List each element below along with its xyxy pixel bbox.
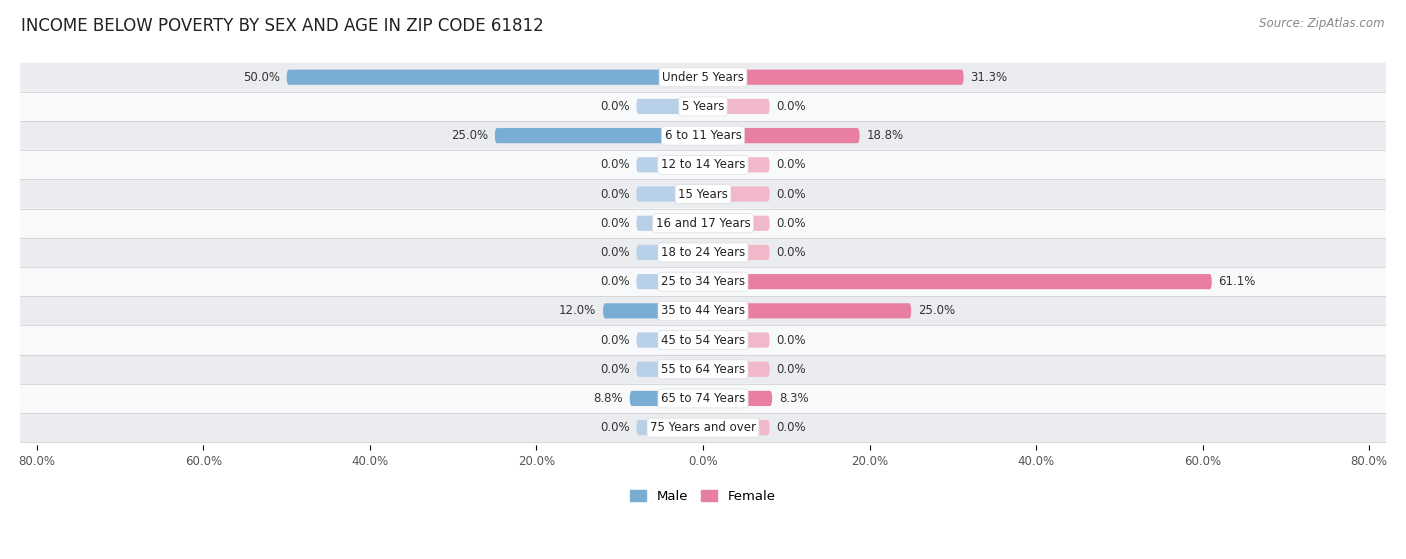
Text: 25.0%: 25.0% xyxy=(918,304,955,318)
FancyBboxPatch shape xyxy=(637,362,703,377)
FancyBboxPatch shape xyxy=(703,216,769,231)
Text: 75 Years and over: 75 Years and over xyxy=(650,421,756,434)
FancyBboxPatch shape xyxy=(20,63,1386,92)
Text: 0.0%: 0.0% xyxy=(600,246,630,259)
Text: 0.0%: 0.0% xyxy=(776,187,806,201)
Text: 0.0%: 0.0% xyxy=(600,363,630,376)
FancyBboxPatch shape xyxy=(703,303,911,319)
Text: 0.0%: 0.0% xyxy=(776,100,806,113)
FancyBboxPatch shape xyxy=(703,157,769,172)
FancyBboxPatch shape xyxy=(20,150,1386,179)
Text: 16 and 17 Years: 16 and 17 Years xyxy=(655,217,751,230)
Text: 31.3%: 31.3% xyxy=(970,71,1008,84)
FancyBboxPatch shape xyxy=(703,70,963,85)
FancyBboxPatch shape xyxy=(637,333,703,348)
FancyBboxPatch shape xyxy=(703,99,769,114)
FancyBboxPatch shape xyxy=(703,274,1212,289)
Text: Under 5 Years: Under 5 Years xyxy=(662,71,744,84)
FancyBboxPatch shape xyxy=(20,384,1386,413)
FancyBboxPatch shape xyxy=(20,413,1386,442)
Text: 0.0%: 0.0% xyxy=(600,158,630,172)
FancyBboxPatch shape xyxy=(630,391,703,406)
FancyBboxPatch shape xyxy=(703,333,769,348)
Text: 0.0%: 0.0% xyxy=(600,334,630,347)
Text: 0.0%: 0.0% xyxy=(776,246,806,259)
FancyBboxPatch shape xyxy=(637,187,703,202)
Text: 15 Years: 15 Years xyxy=(678,187,728,201)
Text: 0.0%: 0.0% xyxy=(600,217,630,230)
Text: 6 to 11 Years: 6 to 11 Years xyxy=(665,129,741,142)
FancyBboxPatch shape xyxy=(20,209,1386,238)
FancyBboxPatch shape xyxy=(637,216,703,231)
Text: 18.8%: 18.8% xyxy=(866,129,903,142)
Text: 65 to 74 Years: 65 to 74 Years xyxy=(661,392,745,405)
FancyBboxPatch shape xyxy=(703,391,772,406)
FancyBboxPatch shape xyxy=(20,325,1386,354)
Text: 0.0%: 0.0% xyxy=(776,334,806,347)
FancyBboxPatch shape xyxy=(20,267,1386,296)
Text: 0.0%: 0.0% xyxy=(776,158,806,172)
Text: 25.0%: 25.0% xyxy=(451,129,488,142)
Text: 25 to 34 Years: 25 to 34 Years xyxy=(661,275,745,288)
FancyBboxPatch shape xyxy=(637,99,703,114)
FancyBboxPatch shape xyxy=(703,187,769,202)
FancyBboxPatch shape xyxy=(20,179,1386,209)
FancyBboxPatch shape xyxy=(287,70,703,85)
Text: 0.0%: 0.0% xyxy=(776,421,806,434)
Text: 45 to 54 Years: 45 to 54 Years xyxy=(661,334,745,347)
Text: 18 to 24 Years: 18 to 24 Years xyxy=(661,246,745,259)
Text: 8.3%: 8.3% xyxy=(779,392,808,405)
Text: INCOME BELOW POVERTY BY SEX AND AGE IN ZIP CODE 61812: INCOME BELOW POVERTY BY SEX AND AGE IN Z… xyxy=(21,17,544,35)
Text: 55 to 64 Years: 55 to 64 Years xyxy=(661,363,745,376)
FancyBboxPatch shape xyxy=(495,128,703,143)
FancyBboxPatch shape xyxy=(703,420,769,435)
FancyBboxPatch shape xyxy=(20,296,1386,325)
Text: 8.8%: 8.8% xyxy=(593,392,623,405)
FancyBboxPatch shape xyxy=(20,92,1386,121)
FancyBboxPatch shape xyxy=(703,128,859,143)
FancyBboxPatch shape xyxy=(703,362,769,377)
FancyBboxPatch shape xyxy=(20,121,1386,150)
Text: 50.0%: 50.0% xyxy=(243,71,280,84)
Text: 0.0%: 0.0% xyxy=(600,275,630,288)
FancyBboxPatch shape xyxy=(637,420,703,435)
Text: 12 to 14 Years: 12 to 14 Years xyxy=(661,158,745,172)
FancyBboxPatch shape xyxy=(703,245,769,260)
FancyBboxPatch shape xyxy=(20,238,1386,267)
FancyBboxPatch shape xyxy=(637,274,703,289)
FancyBboxPatch shape xyxy=(603,303,703,319)
Text: 0.0%: 0.0% xyxy=(600,100,630,113)
Text: 5 Years: 5 Years xyxy=(682,100,724,113)
FancyBboxPatch shape xyxy=(637,245,703,260)
Text: 61.1%: 61.1% xyxy=(1219,275,1256,288)
Text: 0.0%: 0.0% xyxy=(600,187,630,201)
FancyBboxPatch shape xyxy=(20,354,1386,384)
Text: 35 to 44 Years: 35 to 44 Years xyxy=(661,304,745,318)
Text: 0.0%: 0.0% xyxy=(600,421,630,434)
Text: 0.0%: 0.0% xyxy=(776,217,806,230)
Legend: Male, Female: Male, Female xyxy=(626,484,780,508)
Text: 0.0%: 0.0% xyxy=(776,363,806,376)
Text: 12.0%: 12.0% xyxy=(560,304,596,318)
FancyBboxPatch shape xyxy=(637,157,703,172)
Text: Source: ZipAtlas.com: Source: ZipAtlas.com xyxy=(1260,17,1385,30)
